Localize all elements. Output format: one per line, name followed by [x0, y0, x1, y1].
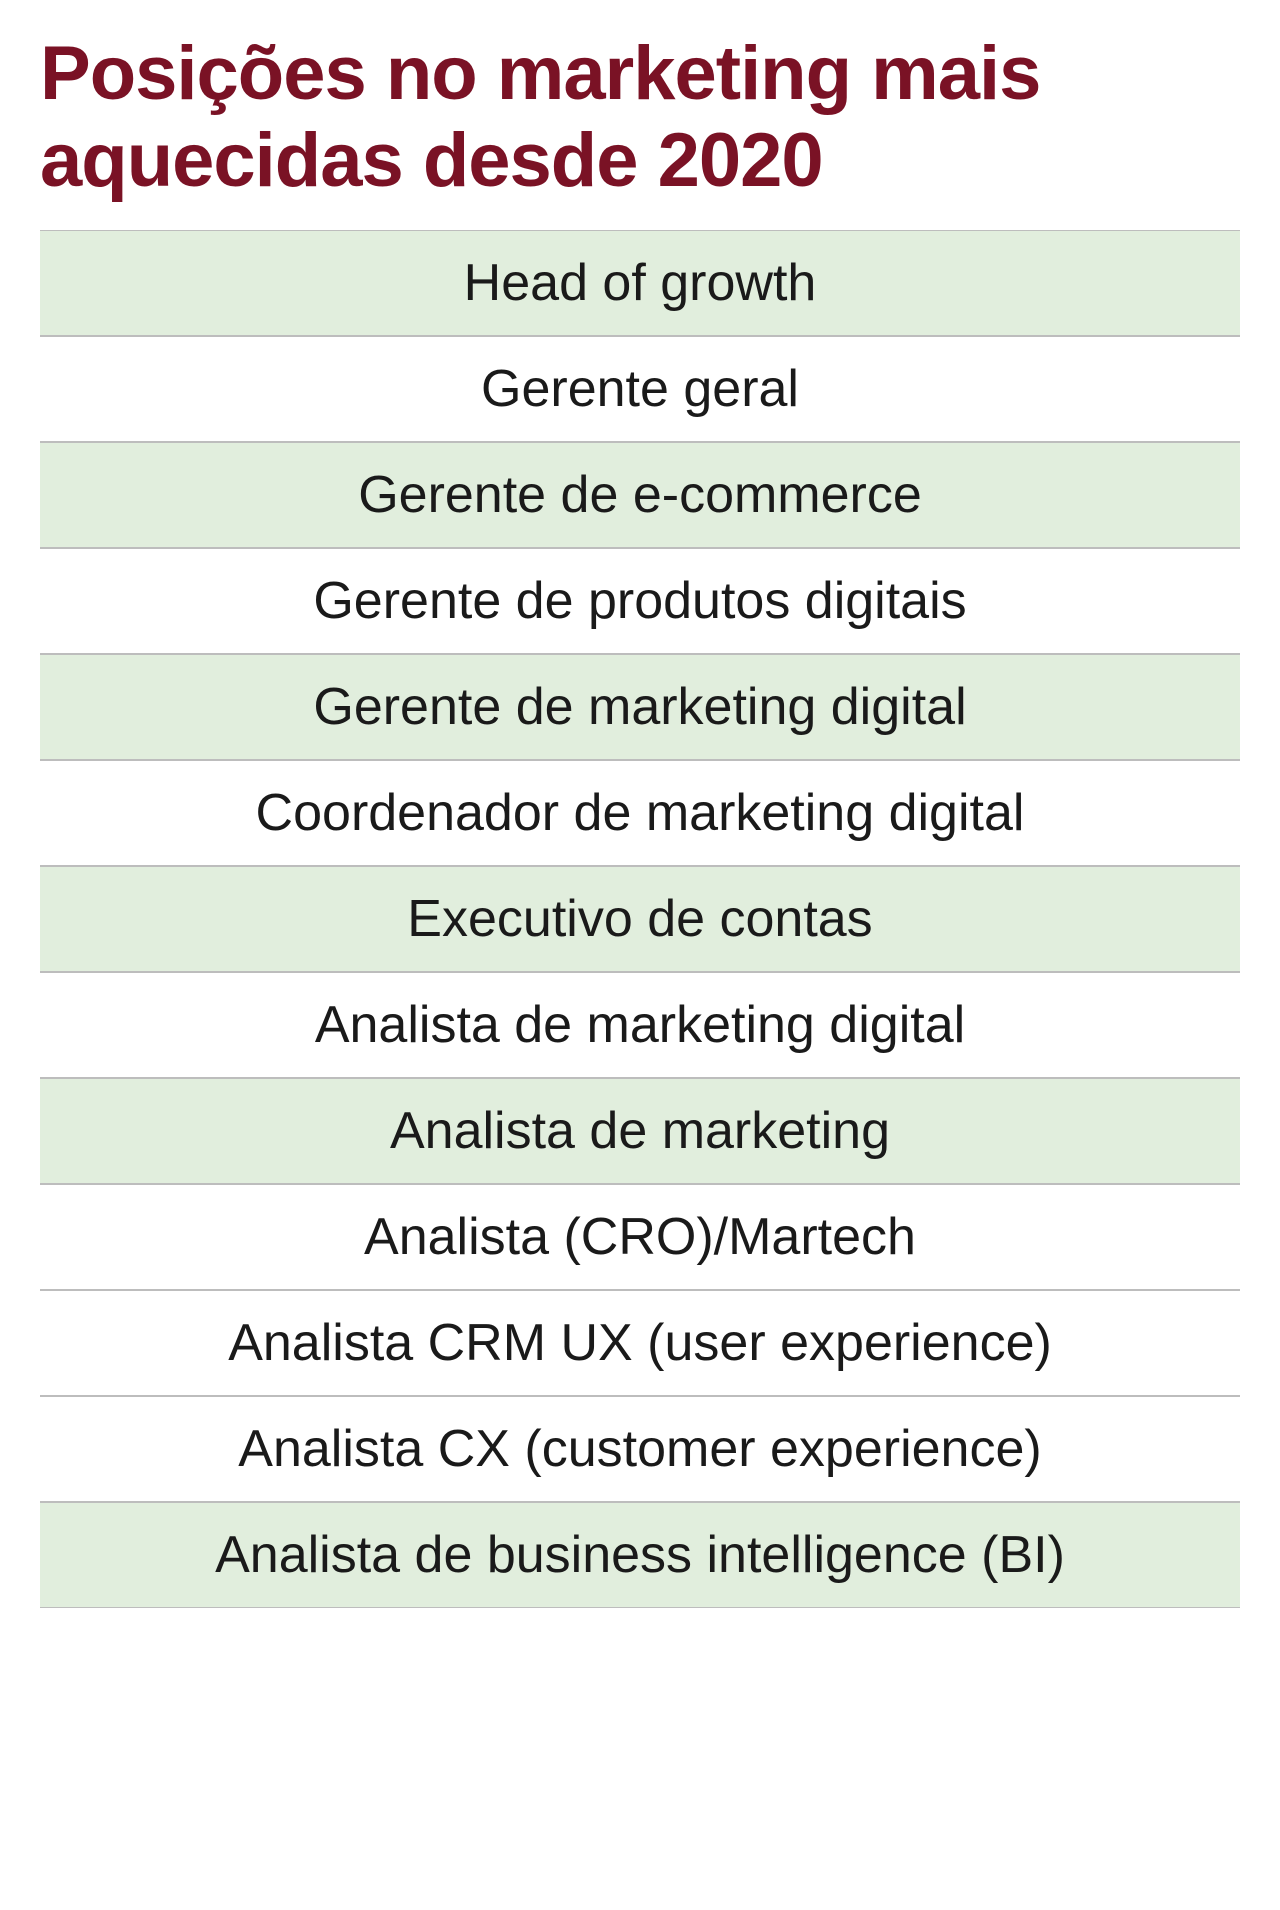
table-row: Gerente de e-commerce: [40, 442, 1240, 548]
table-row: Analista de business intelligence (BI): [40, 1502, 1240, 1608]
table-row: Analista de marketing digital: [40, 972, 1240, 1078]
page-title: Posições no marketing mais aquecidas des…: [40, 30, 1240, 205]
table-row: Executivo de contas: [40, 866, 1240, 972]
table-row: Gerente de marketing digital: [40, 654, 1240, 760]
table-row: Gerente geral: [40, 336, 1240, 442]
table-row: Analista (CRO)/Martech: [40, 1184, 1240, 1290]
positions-table: Head of growthGerente geralGerente de e-…: [40, 230, 1240, 1608]
table-row: Analista CRM UX (user experience): [40, 1290, 1240, 1396]
table-row: Coordenador de marketing digital: [40, 760, 1240, 866]
table-row: Head of growth: [40, 230, 1240, 336]
table-row: Analista de marketing: [40, 1078, 1240, 1184]
table-row: Analista CX (customer experience): [40, 1396, 1240, 1502]
table-row: Gerente de produtos digitais: [40, 548, 1240, 654]
